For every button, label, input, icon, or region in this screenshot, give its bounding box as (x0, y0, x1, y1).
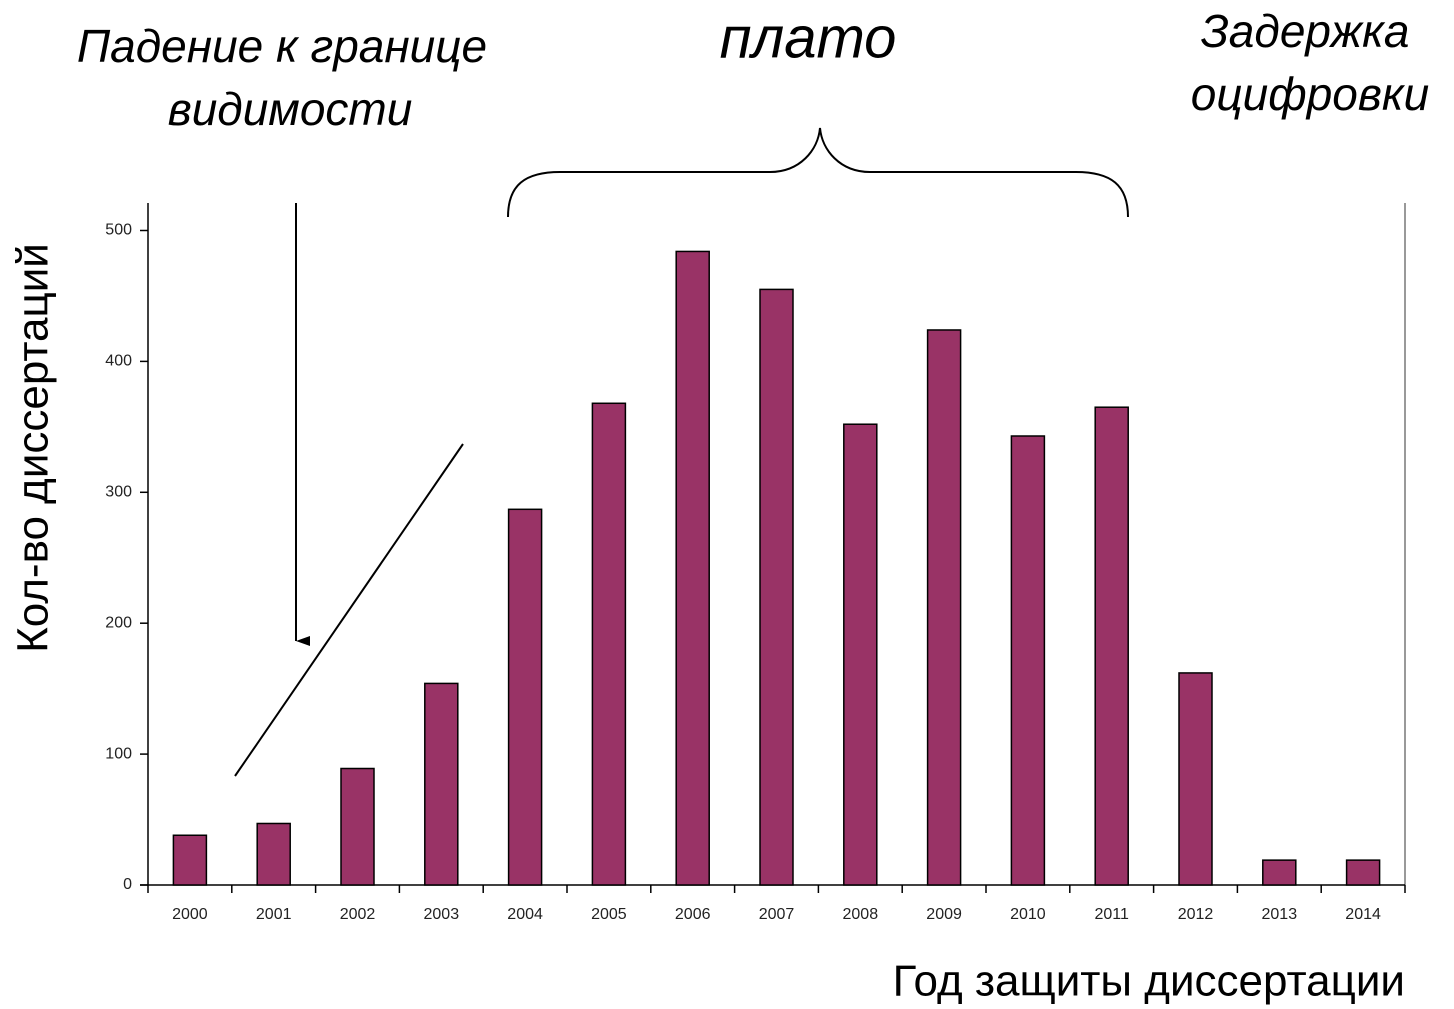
bar (1262, 859, 1297, 886)
y-tick-label: 500 (105, 222, 132, 239)
x-tick-label: 2003 (424, 906, 460, 923)
bar (1345, 859, 1381, 886)
x-tick-label: 2008 (843, 906, 879, 923)
bar (340, 767, 375, 886)
bar (843, 423, 878, 886)
bar (256, 822, 291, 886)
x-tick-label: 2007 (759, 906, 795, 923)
annotation: видимости (168, 83, 413, 135)
x-tick-label: 2006 (675, 906, 711, 923)
annotation: оцифровки (1191, 68, 1429, 120)
bar (1178, 672, 1213, 886)
x-tick-label: 2013 (1262, 906, 1298, 923)
bar (424, 682, 459, 886)
bar (591, 402, 627, 886)
y-tick-label: 200 (105, 614, 132, 631)
y-tick-label: 400 (105, 353, 132, 370)
bar (1094, 406, 1129, 886)
x-tick-label: 2009 (926, 906, 962, 923)
x-tick-label: 2002 (340, 906, 376, 923)
x-tick-label: 2000 (172, 906, 208, 923)
annotation: Падение к границе (77, 20, 487, 72)
bar (759, 288, 794, 886)
x-tick-label: 2001 (256, 906, 292, 923)
x-tick-label: 2011 (1094, 906, 1129, 923)
x-axis-title: Год защиты диссертации (893, 957, 1405, 1006)
bar (926, 329, 962, 886)
annotation: плато (720, 5, 897, 70)
bar (172, 834, 208, 886)
trend-line (234, 443, 464, 777)
y-tick-label: 0 (123, 876, 132, 893)
y-axis-title: Кол-во диссертаций (9, 243, 58, 653)
bar (1010, 435, 1046, 886)
x-tick-label: 2004 (507, 906, 543, 923)
brace (507, 127, 1129, 218)
x-tick-label: 2010 (1010, 906, 1046, 923)
y-tick-label: 100 (105, 745, 132, 762)
x-tick-label: 2005 (591, 906, 627, 923)
annotation: Задержка (1201, 5, 1410, 57)
y-tick-label: 300 (105, 484, 132, 501)
bar (507, 508, 543, 886)
x-tick-label: 2012 (1178, 906, 1214, 923)
x-tick-label: 2014 (1345, 906, 1381, 923)
bar (675, 250, 710, 886)
